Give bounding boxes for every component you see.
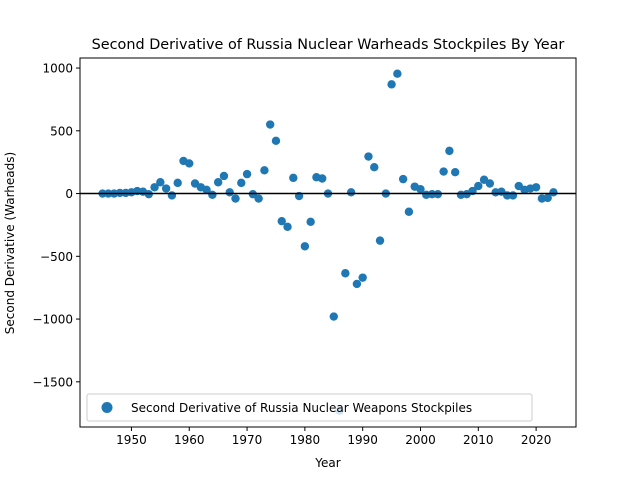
data-point: [306, 217, 315, 226]
data-point: [156, 178, 165, 187]
data-point: [202, 185, 211, 194]
x-tick-label: 1990: [347, 433, 378, 447]
y-tick-label: 1000: [42, 62, 73, 76]
x-tick-label: 2010: [463, 433, 494, 447]
data-point: [231, 194, 240, 203]
x-tick-label: 1980: [290, 433, 321, 447]
data-point: [161, 184, 171, 193]
x-tick-label: 2020: [521, 433, 552, 447]
data-point: [531, 183, 541, 192]
data-point: [398, 174, 408, 184]
data-point: [277, 216, 286, 226]
data-point: [265, 120, 275, 129]
y-tick-label: 500: [50, 124, 73, 138]
data-point: [508, 191, 518, 200]
x-tick-label: 2000: [405, 433, 436, 447]
data-point: [318, 174, 327, 183]
plot-frame: [79, 57, 577, 428]
data-point: [289, 173, 298, 183]
data-point: [404, 207, 414, 216]
y-tick-label: −500: [40, 250, 73, 264]
data-point: [485, 179, 495, 188]
data-point: [439, 167, 448, 176]
data-point: [173, 178, 182, 188]
y-tick-label: 0: [65, 187, 73, 201]
data-point: [450, 168, 460, 177]
data-point: [445, 146, 454, 156]
legend: Second Derivative of Russia Nuclear Weap…: [86, 393, 533, 422]
data-point: [474, 181, 483, 191]
y-axis-label: Second Derivative (Warheads): [3, 152, 17, 334]
y-tick-label: −1000: [32, 313, 73, 327]
data-point: [167, 191, 177, 200]
legend-box: [86, 393, 533, 422]
data-point: [375, 236, 385, 245]
data-point: [352, 279, 362, 289]
x-axis-label: Year: [314, 456, 340, 470]
data-point: [370, 162, 379, 172]
axes-layer: 1950 1960 1970 1980 1990 2000 2010 2020 −1500 −10…: [32, 57, 577, 447]
data-point: [150, 183, 159, 192]
x-tick-label: 1960: [174, 433, 205, 447]
chart-title: Second Derivative of Russia Nuclear Warh…: [92, 37, 565, 53]
data-point: [237, 178, 246, 188]
data-point: [208, 190, 217, 200]
data-point: [341, 269, 350, 278]
legend-label: Second Derivative of Russia Nuclear Weap…: [131, 401, 472, 415]
data-point: [213, 178, 223, 187]
data-point: [393, 69, 402, 78]
x-tick-label: 1950: [116, 433, 147, 447]
points-layer: [98, 69, 558, 415]
data-point: [346, 188, 356, 197]
data-point: [329, 312, 338, 321]
legend-marker: [101, 402, 113, 413]
data-point: [185, 159, 194, 168]
x-tick-label: 1970: [232, 433, 263, 447]
data-point: [364, 152, 373, 161]
data-point: [358, 273, 367, 282]
data-point: [416, 184, 425, 194]
y-tick-label: −1500: [32, 375, 73, 389]
data-point: [225, 188, 234, 197]
data-point: [283, 222, 292, 232]
data-point: [549, 188, 558, 197]
data-point: [242, 169, 252, 179]
data-point: [260, 166, 269, 175]
data-point: [219, 171, 229, 181]
data-point: [543, 193, 552, 203]
data-point: [387, 80, 396, 89]
data-point: [300, 242, 310, 251]
data-point: [271, 136, 281, 146]
data-point: [254, 194, 263, 203]
